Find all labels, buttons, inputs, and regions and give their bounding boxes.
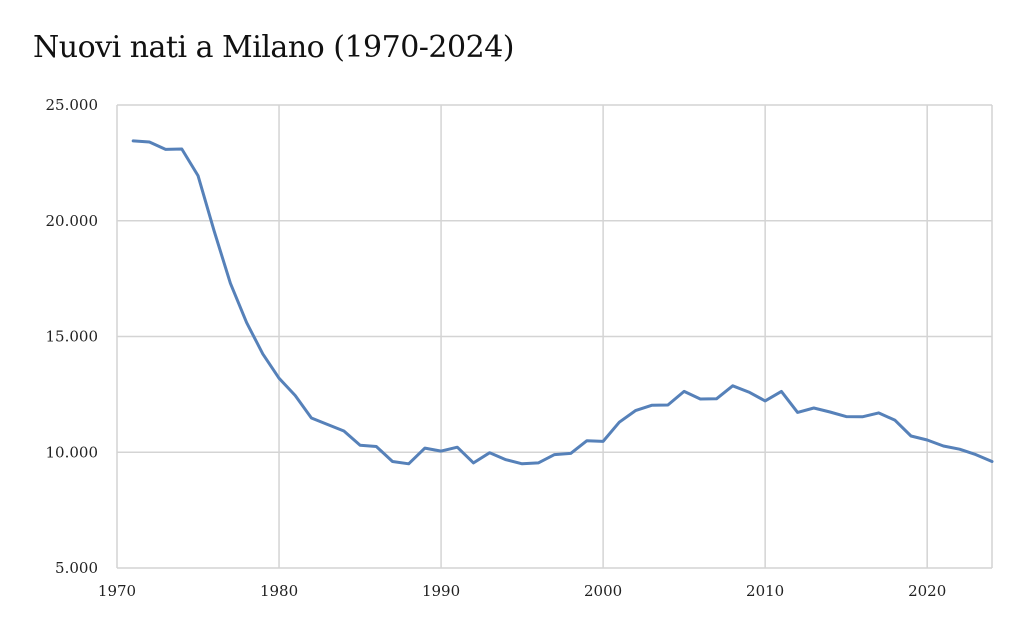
- x-tick-label: 2020: [908, 582, 946, 600]
- series-line-births: [131, 139, 994, 466]
- x-tick-label: 1970: [98, 582, 136, 600]
- tick-labels: 5.000 10.000 15.000 20.000 25.000 1970 1980 199…: [46, 96, 947, 600]
- y-tick-label: 10.000: [46, 443, 99, 461]
- x-tick-label: 1980: [260, 582, 298, 600]
- x-tick-label: 1990: [422, 582, 460, 600]
- y-tick-label: 5.000: [55, 559, 98, 577]
- gridlines: [116, 104, 993, 569]
- y-tick-label: 25.000: [46, 96, 99, 114]
- y-tick-label: 20.000: [46, 212, 99, 230]
- x-tick-label: 2010: [746, 582, 784, 600]
- y-tick-label: 15.000: [46, 328, 99, 346]
- chart-title: Nuovi nati a Milano (1970-2024): [33, 30, 514, 65]
- x-tick-label: 2000: [584, 582, 622, 600]
- series-layer: [131, 139, 994, 466]
